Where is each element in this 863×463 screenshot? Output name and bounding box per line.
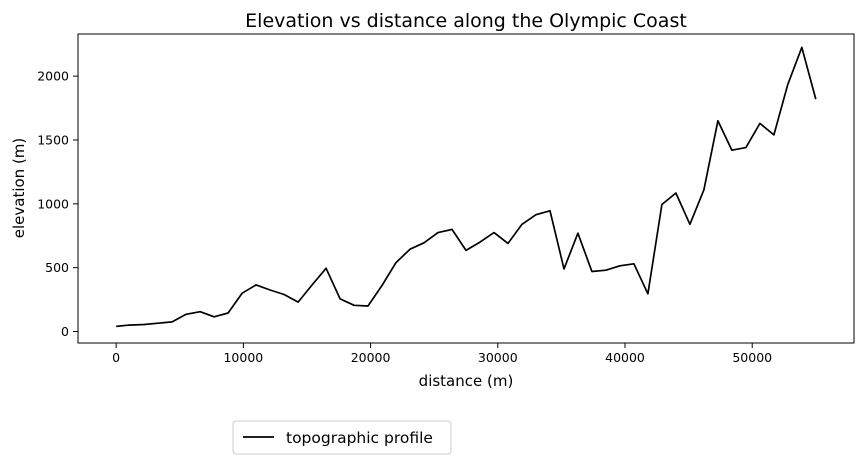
y-tick-label: 500	[45, 260, 69, 275]
x-tick-label: 50000	[732, 350, 772, 365]
legend-frame	[232, 420, 452, 455]
x-tick-label: 0	[112, 350, 120, 365]
chart-title: Elevation vs distance along the Olympic …	[245, 10, 687, 32]
legend-label: topographic profile	[286, 429, 433, 447]
plot-area: 0 10000 20000 30000 40000 50000 0 500 1000 1500 2…	[37, 33, 855, 365]
y-tick-label: 0	[61, 324, 69, 339]
y-tick-label: 1500	[37, 132, 69, 147]
y-axis-label: elevation (m)	[10, 138, 28, 239]
series-line-topographic-profile	[116, 46, 817, 328]
plot-frame	[77, 33, 855, 344]
x-tick-label: 20000	[351, 350, 391, 365]
legend: topographic profile	[232, 420, 452, 455]
y-tick-label: 1000	[37, 196, 69, 211]
x-axis-label: distance (m)	[419, 372, 514, 390]
x-tick-label: 40000	[605, 350, 645, 365]
y-tick-label: 2000	[37, 69, 69, 84]
x-axis-ticks: 0 10000 20000 30000 40000 50000	[112, 343, 772, 365]
x-tick-label: 10000	[223, 350, 263, 365]
x-tick-label: 30000	[478, 350, 518, 365]
y-axis-ticks: 0 500 1000 1500 2000	[37, 69, 78, 339]
